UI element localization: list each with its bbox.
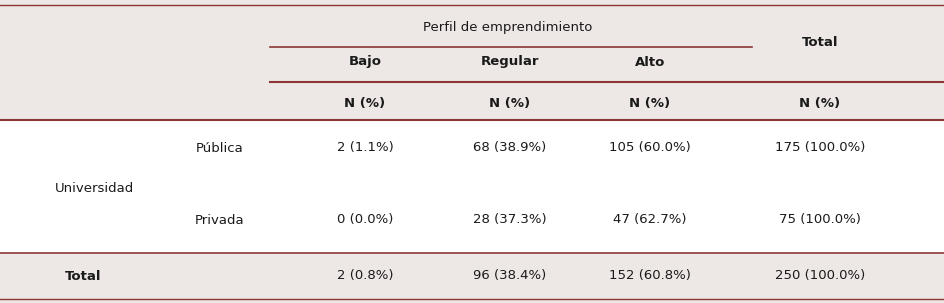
Text: 152 (60.8%): 152 (60.8%) [609, 269, 690, 282]
Text: 47 (62.7%): 47 (62.7%) [613, 214, 686, 227]
Text: N (%): N (%) [344, 96, 385, 109]
Text: N (%): N (%) [489, 96, 530, 109]
Text: Bajo: Bajo [348, 55, 381, 68]
Text: Total: Total [801, 36, 837, 49]
Text: 28 (37.3%): 28 (37.3%) [473, 214, 547, 227]
Text: Privada: Privada [195, 214, 244, 227]
Text: Regular: Regular [480, 55, 539, 68]
Text: 105 (60.0%): 105 (60.0%) [609, 142, 690, 155]
Text: Alto: Alto [634, 55, 665, 68]
Text: 75 (100.0%): 75 (100.0%) [778, 214, 860, 227]
Text: 250 (100.0%): 250 (100.0%) [774, 269, 864, 282]
Text: 2 (0.8%): 2 (0.8%) [336, 269, 393, 282]
Text: 2 (1.1%): 2 (1.1%) [336, 142, 393, 155]
Text: Total: Total [65, 269, 101, 282]
Text: 0 (0.0%): 0 (0.0%) [336, 214, 393, 227]
Text: 68 (38.9%): 68 (38.9%) [473, 142, 546, 155]
Text: N (%): N (%) [799, 96, 839, 109]
Bar [0, 120, 944, 253]
Text: N (%): N (%) [629, 96, 670, 109]
Text: Pública: Pública [196, 142, 244, 155]
Text: Universidad: Universidad [56, 181, 134, 195]
Text: Perfil de emprendimiento: Perfil de emprendimiento [422, 22, 592, 35]
Text: 175 (100.0%): 175 (100.0%) [774, 142, 865, 155]
Text: 96 (38.4%): 96 (38.4%) [473, 269, 546, 282]
